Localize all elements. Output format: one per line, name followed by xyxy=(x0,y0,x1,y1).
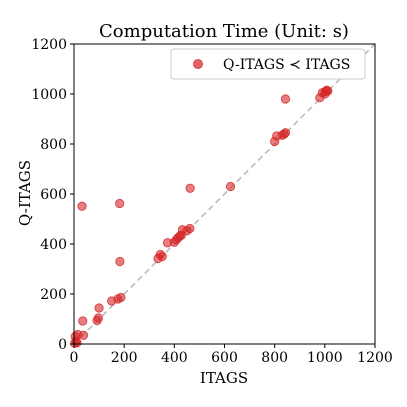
data-point xyxy=(280,128,291,138)
y-tick-label: 200 xyxy=(40,287,67,303)
legend-label: Q-ITAGS ≺ ITAGS xyxy=(223,57,350,73)
y-tick-label: 1000 xyxy=(31,87,67,103)
y-tick-label: 1200 xyxy=(31,37,67,53)
x-tick-label: 800 xyxy=(261,350,288,366)
x-tick-label: 400 xyxy=(161,350,188,366)
data-point xyxy=(185,223,195,234)
data-point xyxy=(115,256,125,267)
data-point xyxy=(157,251,167,262)
data-point xyxy=(77,201,87,211)
legend-box xyxy=(170,48,366,80)
data-point xyxy=(116,292,126,303)
data-point xyxy=(94,303,104,313)
x-tick-label: 200 xyxy=(111,350,138,366)
x-tick-label: 1200 xyxy=(357,350,393,366)
x-tick-label: 600 xyxy=(211,350,238,366)
y-tick-label: 600 xyxy=(40,187,67,203)
chart-title: Computation Time (Unit: s) xyxy=(99,21,349,42)
data-point xyxy=(320,89,330,99)
data-points xyxy=(70,85,333,348)
x-tick-label: 0 xyxy=(70,350,79,366)
y-axis-label: Q-ITAGS xyxy=(16,160,34,226)
y-axis-ticks: 0 200 400 600 800 1000 1200 xyxy=(31,37,74,353)
plot-area: 0 200 400 600 800 1000 1200 0 200 400 600 800 1000 1… xyxy=(31,37,392,366)
x-axis-label: ITAGS xyxy=(200,369,248,387)
data-point xyxy=(185,183,195,193)
legend-marker xyxy=(193,59,203,69)
data-point xyxy=(93,313,103,323)
data-point xyxy=(115,198,125,209)
x-axis-ticks: 0 200 400 600 800 1000 1200 xyxy=(70,344,393,366)
data-point xyxy=(280,94,291,104)
data-point xyxy=(78,316,88,326)
data-point xyxy=(78,330,89,340)
data-point xyxy=(225,181,236,192)
x-tick-label: 1000 xyxy=(307,350,343,366)
y-tick-label: 400 xyxy=(40,237,67,253)
y-tick-label: 800 xyxy=(40,137,67,153)
legend: Q-ITAGS ≺ ITAGS xyxy=(170,48,366,80)
y-tick-label: 0 xyxy=(58,337,67,353)
